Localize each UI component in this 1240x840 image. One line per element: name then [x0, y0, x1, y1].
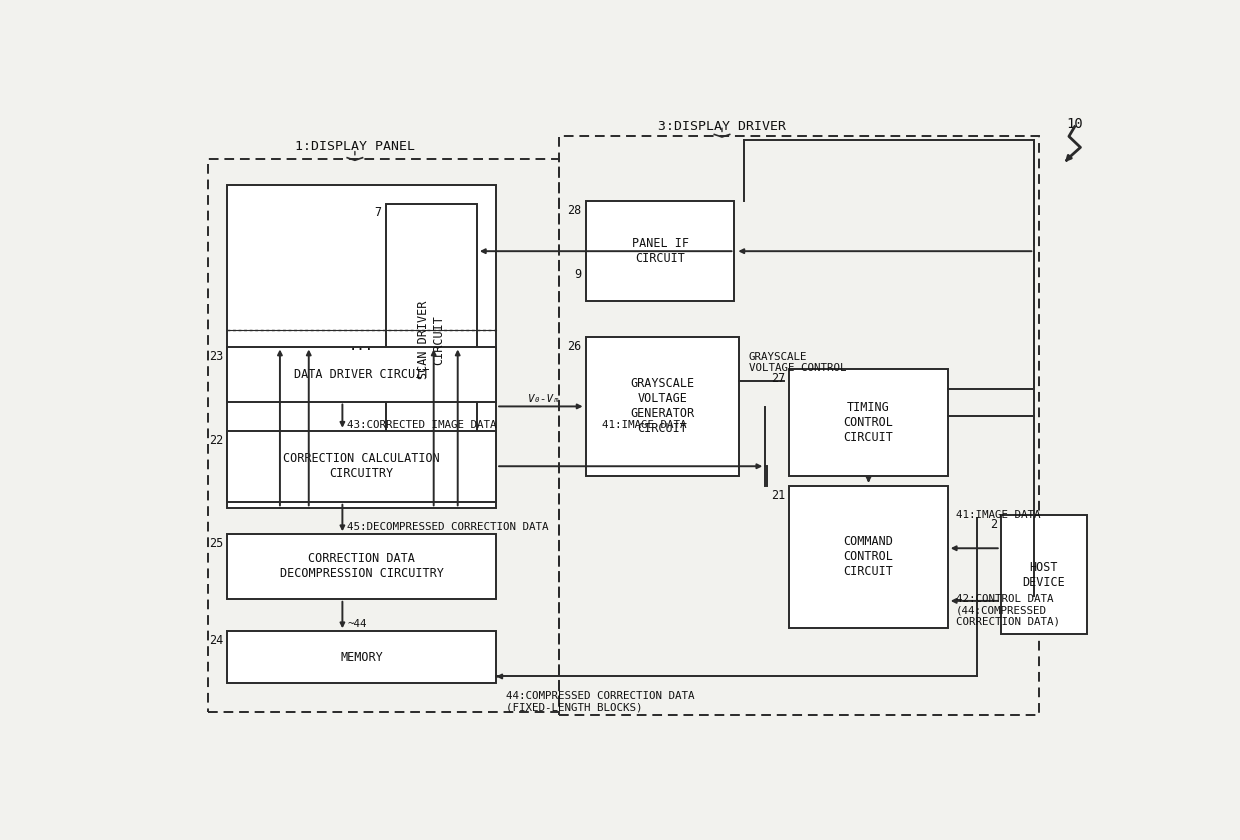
Bar	[227, 185, 496, 508]
Text: 22: 22	[210, 434, 223, 447]
Bar	[1001, 515, 1087, 634]
Bar	[227, 631, 496, 683]
Text: 26: 26	[568, 340, 582, 353]
Text: 7: 7	[374, 207, 382, 219]
Text: ~44: ~44	[347, 619, 367, 629]
Text: 10: 10	[1066, 117, 1083, 131]
Text: 2: 2	[990, 518, 997, 531]
Text: 41:IMAGE DATA: 41:IMAGE DATA	[956, 510, 1040, 520]
Text: 42:CONTROL DATA
(44:COMPRESSED
CORRECTION DATA): 42:CONTROL DATA (44:COMPRESSED CORRECTIO…	[956, 594, 1059, 627]
Text: CORRECTION CALCULATION
CIRCUITRY: CORRECTION CALCULATION CIRCUITRY	[283, 452, 440, 480]
Text: 25: 25	[210, 538, 223, 550]
Text: 9: 9	[574, 268, 582, 281]
Text: 43:CORRECTED IMAGE DATA: 43:CORRECTED IMAGE DATA	[347, 420, 497, 430]
Text: 45:DECOMPRESSED CORRECTION DATA: 45:DECOMPRESSED CORRECTION DATA	[347, 522, 549, 532]
Text: 21: 21	[771, 489, 785, 501]
Text: 28: 28	[568, 204, 582, 218]
Text: SCAN DRIVER
CIRCUIT: SCAN DRIVER CIRCUIT	[418, 301, 445, 380]
Text: 1:DISPLAY PANEL: 1:DISPLAY PANEL	[295, 139, 415, 153]
Text: 3:DISPLAY DRIVER: 3:DISPLAY DRIVER	[658, 120, 786, 134]
Text: PANEL IF
CIRCUIT: PANEL IF CIRCUIT	[631, 237, 688, 265]
Text: TIMING
CONTROL
CIRCUIT: TIMING CONTROL CIRCUIT	[843, 401, 894, 444]
Text: HOST
DEVICE: HOST DEVICE	[1023, 560, 1065, 589]
Bar	[585, 201, 734, 302]
Bar	[386, 204, 477, 476]
Text: 24: 24	[210, 634, 223, 648]
Text: CORRECTION DATA
DECOMPRESSION CIRCUITRY: CORRECTION DATA DECOMPRESSION CIRCUITRY	[280, 553, 444, 580]
Text: GRAYSCALE
VOLTAGE CONTROL: GRAYSCALE VOLTAGE CONTROL	[749, 352, 847, 373]
Text: GRAYSCALE
VOLTAGE
GENERATOR
CIRCUIT: GRAYSCALE VOLTAGE GENERATOR CIRCUIT	[630, 377, 694, 435]
Text: ...: ...	[348, 339, 374, 353]
Text: MEMORY: MEMORY	[340, 650, 383, 664]
Text: DATA DRIVER CIRCUIT: DATA DRIVER CIRCUIT	[294, 368, 429, 381]
Text: 23: 23	[210, 349, 223, 363]
Text: 41:IMAGE DATA: 41:IMAGE DATA	[601, 420, 687, 430]
Bar	[558, 136, 1039, 716]
Bar	[208, 159, 558, 712]
Bar	[789, 486, 947, 628]
Bar	[227, 534, 496, 599]
Text: COMMAND
CONTROL
CIRCUIT: COMMAND CONTROL CIRCUIT	[843, 535, 894, 578]
Text: 27: 27	[771, 372, 785, 386]
Bar	[227, 347, 496, 402]
Bar	[789, 370, 947, 476]
Bar	[585, 337, 739, 476]
Text: V₀-Vₘ: V₀-Vₘ	[528, 394, 560, 404]
Bar	[227, 431, 496, 501]
Text: 44:COMPRESSED CORRECTION DATA
(FIXED-LENGTH BLOCKS): 44:COMPRESSED CORRECTION DATA (FIXED-LEN…	[506, 690, 694, 712]
